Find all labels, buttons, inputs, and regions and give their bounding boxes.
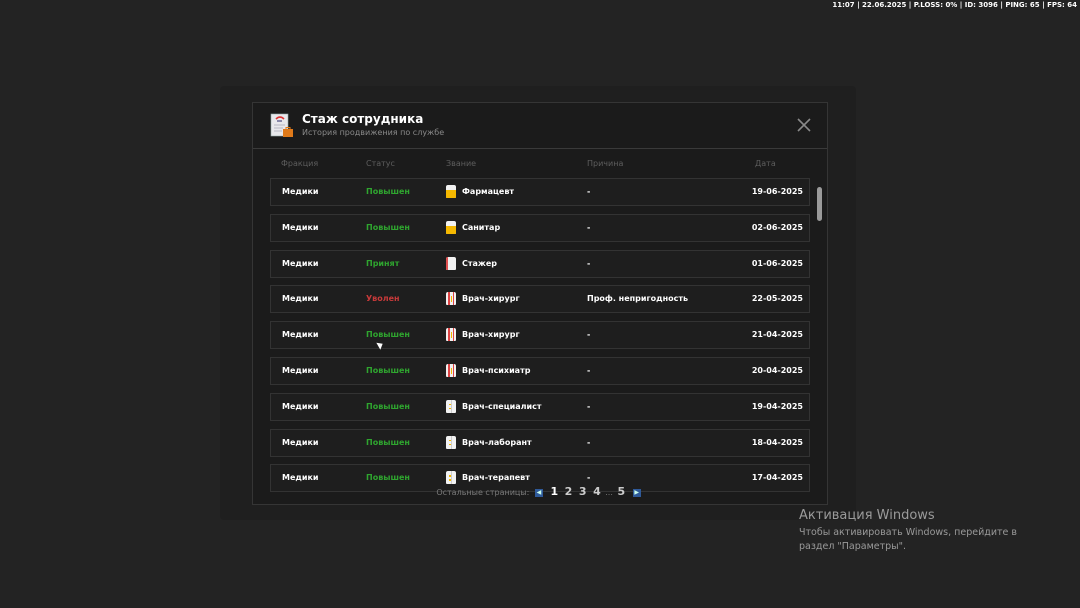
table-row[interactable]: Медики Повышен Врач-психиатр - 20-04-202… (270, 356, 810, 385)
rank-coat-icon (446, 256, 456, 270)
row-faction: Медики (282, 437, 319, 447)
table-row[interactable]: Медики Принят Стажер - 01-06-2025 (270, 249, 810, 278)
next-page-icon[interactable]: ▶ (632, 489, 641, 497)
row-status: Уволен (366, 294, 400, 304)
service-history-modal: Стаж сотрудника История продвижения по с… (252, 102, 828, 505)
row-reason: - (587, 365, 591, 375)
column-faction: Фракция (281, 159, 319, 168)
page-1[interactable]: 1 (550, 485, 559, 498)
page-2[interactable]: 2 (564, 485, 573, 498)
row-reason: - (587, 258, 591, 268)
page-3[interactable]: 3 (578, 485, 587, 498)
rank-coat-icon (446, 399, 456, 413)
table-row[interactable]: Медики Повышен Врач-лаборант - 18-04-202… (270, 428, 810, 457)
column-date: Дата (755, 159, 776, 168)
row-date: 17-04-2025 (751, 473, 803, 483)
table-row[interactable]: Медики Повышен Врач-терапевт - 17-04-202… (270, 464, 810, 493)
windows-activation-title: Активация Windows (799, 508, 935, 523)
row-faction: Медики (282, 401, 319, 411)
row-rank: Врач-терапевт (462, 473, 530, 483)
row-reason: - (587, 187, 591, 196)
row-reason: - (587, 473, 591, 483)
row-reason: Проф. непригодность (587, 294, 689, 304)
rank-coat-icon (446, 220, 456, 234)
row-status: Повышен (366, 473, 410, 483)
row-reason: - (587, 401, 591, 411)
rank-coat-icon (446, 471, 456, 485)
row-faction: Медики (282, 258, 319, 268)
row-status: Повышен (366, 330, 410, 340)
row-rank: Врач-лаборант (462, 437, 532, 447)
row-faction: Медики (282, 330, 319, 340)
table-row[interactable]: Медики Повышен Врач-специалист - 19-04-2… (270, 392, 810, 421)
row-reason: - (587, 330, 591, 340)
row-status: Повышен (366, 187, 410, 196)
row-reason: - (587, 437, 591, 447)
pagination-ellipsis: ... (605, 488, 613, 497)
row-date: 02-06-2025 (751, 222, 803, 232)
row-faction: Медики (282, 294, 319, 304)
scrollbar[interactable] (817, 187, 822, 221)
modal-header: Стаж сотрудника История продвижения по с… (253, 103, 827, 149)
rank-coat-icon (446, 363, 456, 377)
column-reason: Причина (587, 159, 624, 168)
rank-coat-icon (446, 435, 456, 449)
row-faction: Медики (282, 365, 319, 375)
row-date: 18-04-2025 (751, 437, 803, 447)
table-row[interactable]: Медики Повышен Фармацевт - 19-06-2025 (270, 178, 810, 206)
row-rank: Стажер (462, 258, 498, 268)
row-date: 19-04-2025 (751, 401, 803, 411)
row-date: 19-06-2025 (751, 187, 803, 196)
row-status: Повышен (366, 401, 410, 411)
row-rank: Врач-хирург (462, 294, 520, 304)
history-list: Медики Повышен Фармацевт - 19-06-2025 Мед… (270, 178, 810, 500)
modal-subtitle: История продвижения по службе (302, 128, 445, 137)
row-status: Повышен (366, 222, 410, 232)
row-faction: Медики (282, 473, 319, 483)
row-status: Повышен (366, 437, 410, 447)
row-rank: Врач-специалист (462, 401, 542, 411)
row-rank: Фармацевт (462, 187, 515, 196)
windows-activation-text: Чтобы активировать Windows, перейдите в … (799, 527, 1017, 552)
row-rank: Врач-хирург (462, 330, 520, 340)
row-date: 21-04-2025 (751, 330, 803, 340)
row-faction: Медики (282, 222, 319, 232)
table-row[interactable]: Медики Уволен Врач-хирург Проф. непригод… (270, 285, 810, 314)
document-briefcase-icon (270, 113, 293, 137)
pagination: Остальные страницы: ◀ 1 2 3 4 ... 5 ▶ (253, 485, 827, 498)
table-row[interactable]: Медики Повышен Санитар - 02-06-2025 (270, 213, 810, 242)
table-row[interactable]: Медики Повышен Врач-хирург - 21-04-2025 (270, 321, 810, 350)
rank-coat-icon (446, 185, 456, 198)
page-4[interactable]: 4 (593, 485, 601, 498)
column-status: Статус (366, 159, 395, 168)
row-reason: - (587, 222, 591, 232)
modal-title: Стаж сотрудника (302, 112, 424, 126)
pagination-label: Остальные страницы: (436, 488, 530, 497)
column-rank: Звание (446, 159, 477, 168)
rank-coat-icon (446, 292, 456, 306)
row-rank: Врач-психиатр (462, 365, 531, 375)
rank-coat-icon (446, 328, 456, 342)
row-date: 20-04-2025 (751, 365, 803, 375)
row-status: Повышен (366, 365, 410, 375)
close-icon[interactable] (797, 118, 811, 132)
row-date: 22-05-2025 (751, 294, 803, 304)
row-status: Принят (366, 258, 400, 268)
hud-status: 11:07 | 22.06.2025 | P.LOSS: 0% | ID: 30… (832, 1, 1077, 9)
page-5[interactable]: 5 (617, 485, 626, 498)
row-rank: Санитар (462, 222, 501, 232)
prev-page-icon[interactable]: ◀ (534, 489, 543, 497)
windows-activation-watermark: Активация Windows Чтобы активировать Win… (799, 508, 1049, 554)
row-date: 01-06-2025 (751, 258, 803, 268)
row-faction: Медики (282, 187, 319, 196)
